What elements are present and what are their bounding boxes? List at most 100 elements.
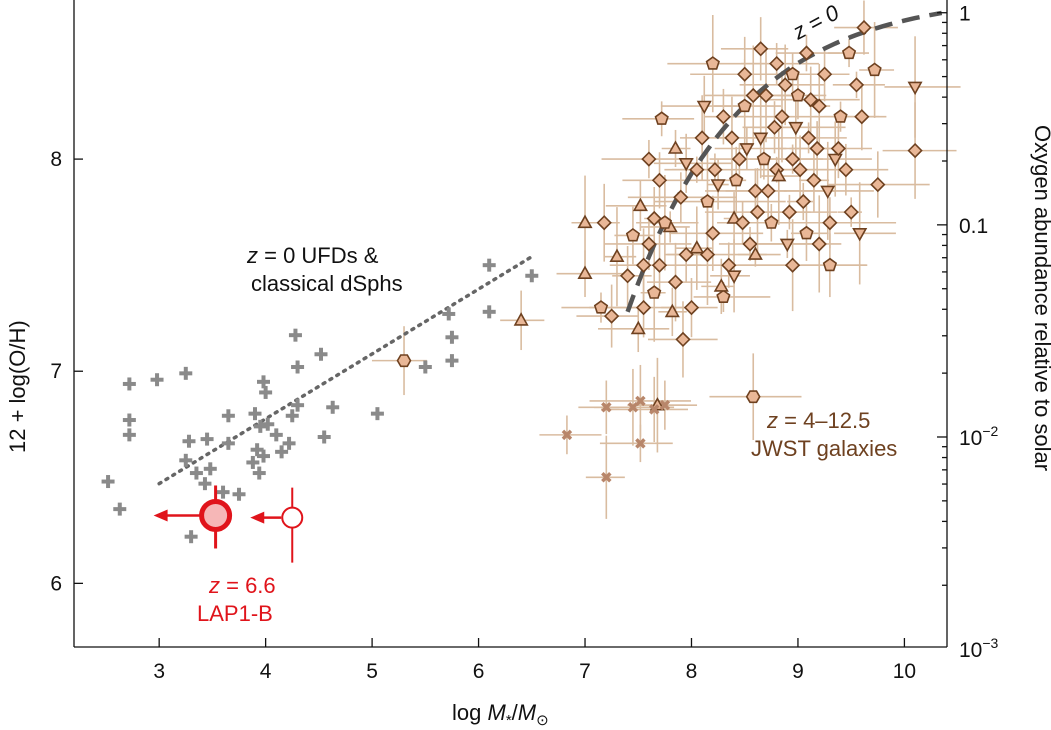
lap1-open-arrowhead: [250, 511, 265, 524]
jwst-point-pentagon: [764, 215, 779, 229]
jwst-point-diamond: [843, 204, 859, 220]
jwst-point-diamond: [678, 246, 694, 263]
jwst-point-triangle: [747, 246, 763, 260]
jwst-point-diamond: [745, 87, 761, 104]
jwst-point-cross: [635, 438, 646, 449]
jwst-point-diamond: [619, 268, 636, 284]
dwarf-point-plus: [275, 445, 289, 459]
jwst-point-diamond: [774, 109, 790, 125]
dwarf-point-plus: [282, 436, 296, 450]
jwst-point-diamond: [792, 162, 808, 178]
ufd-label-line2: classical dSphs: [251, 271, 403, 296]
dwarf-point-plus: [101, 475, 115, 489]
jwst-point-diamond: [781, 204, 798, 220]
jwst-point-diamond: [705, 225, 721, 241]
jwst-point-pentagon: [785, 66, 800, 81]
jwst-point-diamond: [907, 142, 923, 159]
jwst-point-diamond: [747, 183, 764, 199]
jwst-point-diamond: [800, 130, 817, 146]
jwst-point-triangle: [577, 265, 593, 280]
dwarf-point-plus: [285, 409, 299, 423]
dwarf-point-plus: [122, 413, 136, 427]
dwarf-point-plus: [525, 269, 539, 283]
jwst-point-cross: [648, 404, 660, 415]
dwarf-point-plus: [246, 455, 260, 469]
jwst-point-diamond: [683, 299, 700, 316]
jwst-point-hexagon: [745, 390, 761, 404]
jwst-point-inverted-triangle: [820, 185, 836, 200]
jwst-point-diamond: [795, 193, 811, 210]
local-relation-line: [157, 254, 534, 486]
jwst-point-diamond: [769, 55, 785, 72]
jwst-point-cross: [601, 472, 612, 483]
jwst-point-diamond: [784, 151, 801, 167]
jwst-point-diamond: [809, 140, 825, 157]
jwst-point-pentagon: [654, 111, 669, 125]
dwarf-point-plus: [261, 417, 275, 431]
jwst-point-diamond: [734, 215, 751, 231]
dwarf-point-plus: [179, 366, 193, 380]
jwst-point-diamond: [641, 236, 657, 252]
jwst-point-diamond: [646, 210, 662, 227]
dwarf-point-plus: [257, 449, 271, 463]
jwst-point-triangle: [609, 248, 625, 263]
z0-relation-label: z = 0: [788, 0, 844, 45]
jwst-point-diamond: [673, 189, 689, 205]
jwst-point-triangle: [667, 140, 684, 154]
jwst-point-pentagon: [867, 62, 882, 77]
jwst-point-pentagon: [737, 98, 752, 113]
y2-tick-label: 1: [959, 3, 971, 26]
data-points: [101, 19, 923, 563]
dwarf-point-plus: [198, 477, 212, 491]
jwst-point-diamond: [784, 257, 801, 273]
jwst-point-diamond: [749, 204, 766, 220]
dwarf-point-plus: [482, 258, 496, 272]
jwst-point-diamond: [641, 151, 657, 167]
jwst-point-diamond: [766, 119, 783, 135]
dwarf-point-plus: [122, 428, 136, 442]
dwarf-point-plus: [269, 428, 283, 442]
x-tick-label: 6: [473, 660, 485, 683]
jwst-point-diamond: [870, 176, 886, 193]
jwst-point-diamond: [707, 162, 723, 178]
jwst-point-pentagon: [799, 225, 814, 240]
x-tick-label: 10: [893, 660, 916, 683]
jwst-point-pentagon: [625, 228, 641, 242]
jwst-point-diamond: [635, 257, 652, 273]
jwst-point-pentagon: [716, 289, 731, 304]
y-tick-label: 8: [50, 148, 62, 171]
jwst-point-diamond: [803, 92, 819, 108]
dwarf-point-plus: [189, 466, 203, 480]
jwst-point-pentagon: [593, 300, 609, 314]
dwarf-point-plus: [221, 436, 235, 450]
jwst-point-pentagon: [822, 257, 838, 272]
dwarf-point-plus: [252, 466, 266, 480]
jwst-point-pentagon: [700, 194, 715, 208]
jwst-point-triangle: [664, 303, 680, 318]
dwarf-point-plus: [150, 373, 164, 387]
jwst-point-diamond: [830, 140, 847, 157]
jwst-point-inverted-triangle: [726, 270, 742, 284]
dwarf-point-plus: [179, 453, 193, 467]
dwarf-point-plus: [248, 407, 262, 421]
jwst-point-cross: [601, 402, 612, 413]
lap1-point-filled: [199, 498, 233, 532]
jwst-point-diamond: [694, 130, 710, 146]
jwst-point-diamond: [822, 215, 838, 231]
jwst-point-triangle: [726, 210, 742, 224]
dwarf-point-plus: [184, 530, 198, 544]
jwst-point-diamond: [651, 257, 668, 273]
x-tick-label: 5: [366, 660, 378, 683]
jwst-label-line1: z = 4–12.5: [766, 408, 870, 433]
jwst-point-inverted-triangle: [779, 238, 795, 253]
y2-axis-title: Oxygen abundance relative to solar: [1030, 125, 1051, 471]
lap1-label-line2: LAP1-B: [197, 601, 273, 626]
jwst-point-cross: [635, 395, 646, 407]
jwst-point-pentagon: [729, 172, 744, 187]
dwarf-point-plus: [317, 430, 331, 444]
jwst-point-inverted-triangle: [696, 100, 712, 115]
x-tick-label: 3: [153, 660, 165, 683]
jwst-point-diamond: [675, 331, 691, 348]
jwst-point-cross: [659, 399, 671, 411]
dwarf-point-plus: [250, 443, 264, 457]
